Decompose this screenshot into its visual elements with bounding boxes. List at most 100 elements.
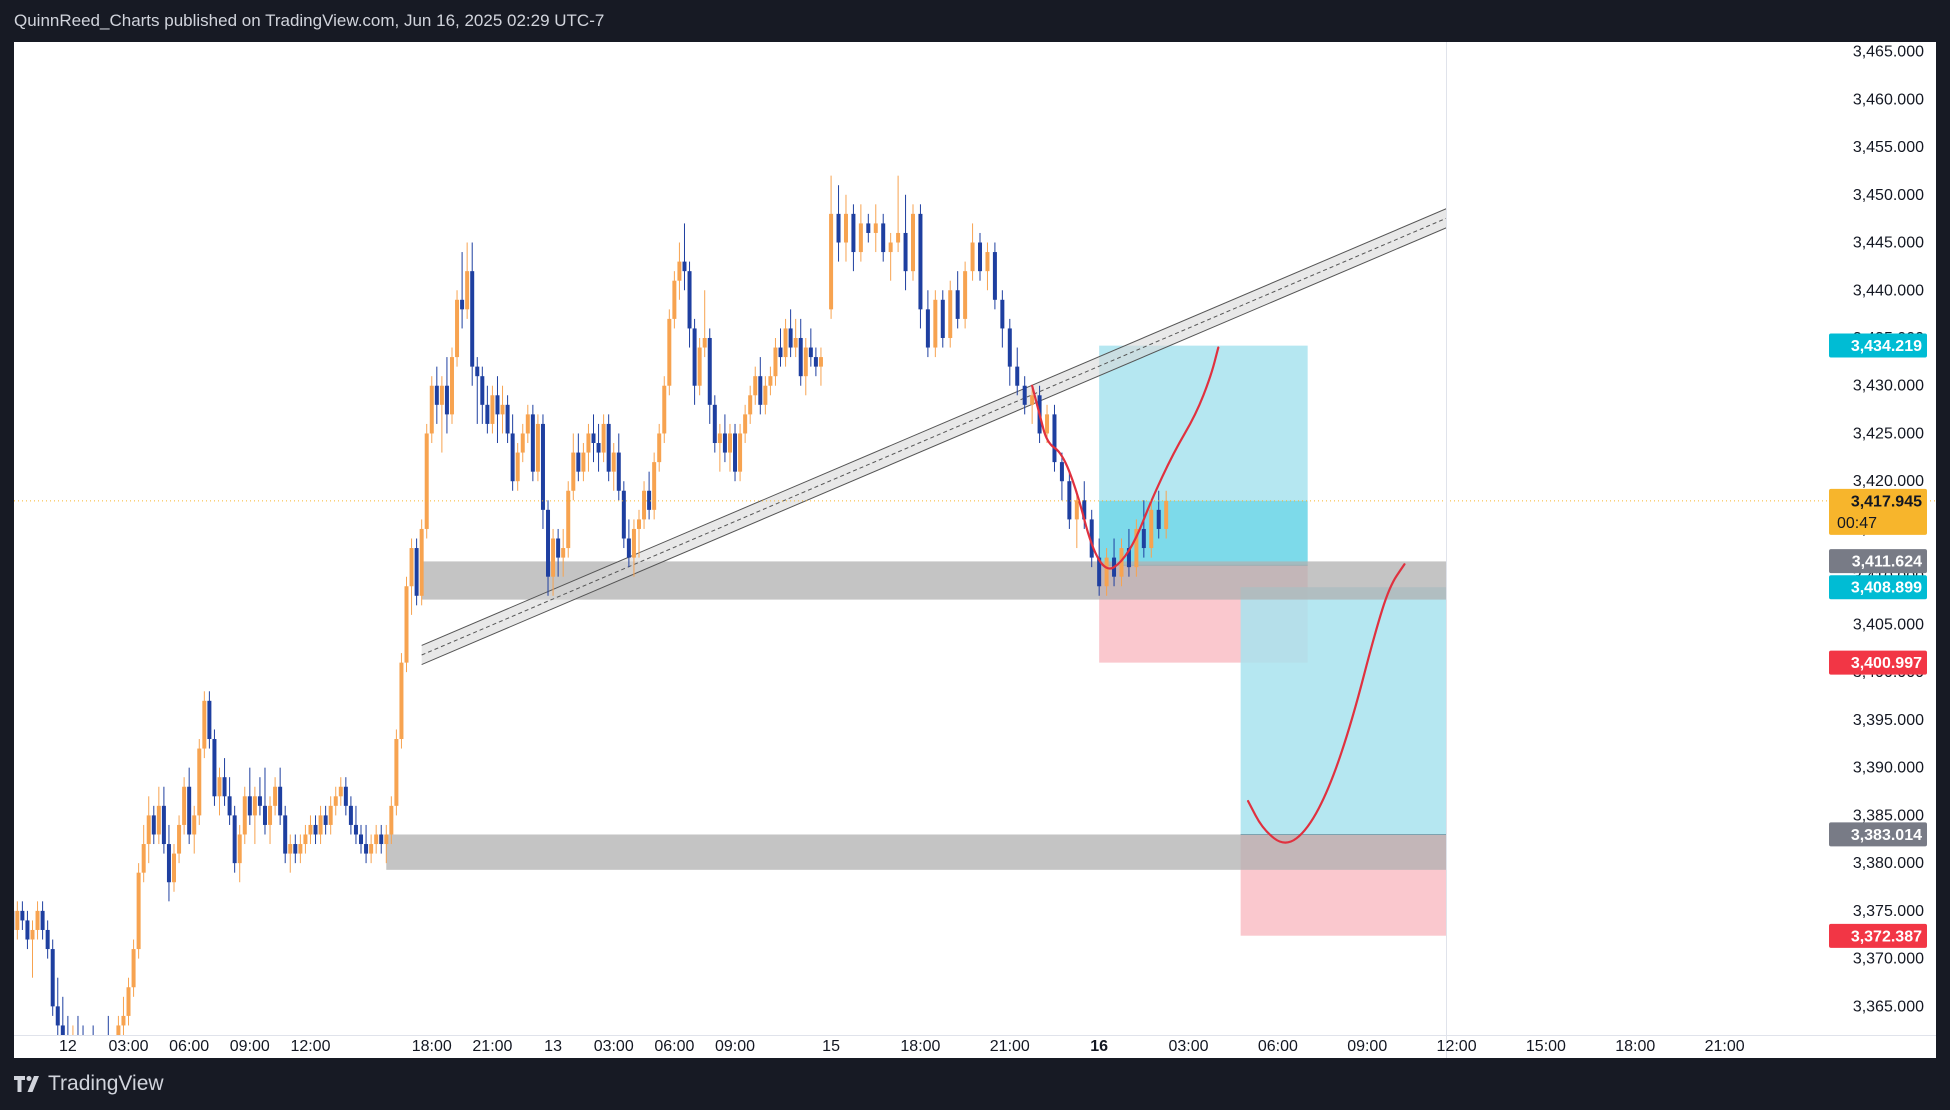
candle-body bbox=[166, 844, 171, 883]
candle bbox=[55, 977, 60, 1035]
candle bbox=[682, 223, 687, 291]
candle-body bbox=[369, 844, 374, 854]
candle bbox=[611, 443, 616, 491]
candle-body bbox=[237, 834, 242, 864]
candle-body bbox=[733, 433, 738, 472]
candle-body bbox=[571, 452, 576, 491]
candle-body bbox=[50, 949, 55, 1007]
candle bbox=[778, 328, 783, 367]
time-tick-label: 09:00 bbox=[1347, 1038, 1387, 1055]
candle bbox=[318, 805, 323, 845]
candle-body bbox=[343, 786, 348, 806]
price-badge-2-bg bbox=[1829, 575, 1927, 600]
candle bbox=[1119, 538, 1124, 587]
candle bbox=[470, 242, 475, 386]
candle-body bbox=[273, 786, 278, 806]
candle-body bbox=[793, 337, 798, 348]
candle-body bbox=[758, 376, 763, 405]
candle bbox=[434, 366, 439, 424]
candle-body bbox=[293, 844, 298, 854]
candle-body bbox=[1067, 481, 1072, 520]
candle bbox=[955, 271, 960, 329]
candle-body bbox=[753, 376, 758, 396]
candle bbox=[232, 805, 237, 873]
time-tick-label: 18:00 bbox=[900, 1038, 940, 1055]
candle bbox=[77, 1015, 79, 1035]
tradingview-logo[interactable]: TradingView bbox=[14, 1072, 164, 1096]
candle bbox=[207, 691, 212, 749]
candle-body bbox=[606, 423, 611, 472]
candle-body bbox=[429, 385, 434, 434]
candle-body bbox=[778, 347, 783, 358]
candle bbox=[793, 318, 798, 358]
candle-body bbox=[940, 299, 945, 338]
price-tick-label: 3,450.000 bbox=[1853, 187, 1924, 204]
candle-body bbox=[1082, 500, 1087, 520]
candle-body bbox=[434, 385, 439, 405]
chart-area[interactable]: 3,465.000 3,460.000 3,455.000 3,450.000 3,44… bbox=[14, 42, 1936, 1058]
candle-body bbox=[136, 872, 141, 950]
candle bbox=[985, 242, 990, 291]
candle bbox=[242, 786, 247, 845]
candle bbox=[768, 366, 773, 396]
candle bbox=[733, 423, 738, 482]
candle-body bbox=[91, 1045, 95, 1055]
candle bbox=[86, 1035, 90, 1058]
price-badge-5-label: 3,372.387 bbox=[1851, 928, 1922, 945]
candle bbox=[576, 433, 581, 482]
candle bbox=[45, 920, 50, 959]
candle bbox=[419, 519, 424, 606]
candle bbox=[257, 777, 262, 816]
candle-body bbox=[187, 786, 192, 835]
position-1-open-pnl bbox=[1099, 500, 1308, 566]
trendline-channel-upper bbox=[421, 208, 1446, 646]
candle-body bbox=[222, 777, 227, 797]
candle bbox=[131, 939, 136, 997]
candle-body bbox=[798, 337, 803, 377]
lower-demand-zone bbox=[386, 834, 1446, 870]
candle bbox=[1141, 500, 1146, 558]
time-tick-label: 09:00 bbox=[230, 1038, 270, 1055]
time-tick-label: 03:00 bbox=[108, 1038, 148, 1055]
candle bbox=[268, 796, 273, 845]
time-tick-label: 21:00 bbox=[990, 1038, 1030, 1055]
candle bbox=[490, 385, 495, 434]
candle bbox=[561, 528, 566, 577]
candle-body bbox=[252, 796, 257, 816]
candle-body bbox=[35, 910, 40, 930]
candle-body bbox=[652, 462, 657, 510]
time-tick-label: 18:00 bbox=[1615, 1038, 1655, 1055]
candle bbox=[712, 395, 717, 453]
price-badge-4-label: 3,383.014 bbox=[1851, 827, 1922, 844]
candle bbox=[1097, 538, 1102, 596]
candle bbox=[460, 252, 465, 329]
candle bbox=[596, 423, 601, 472]
candlestick-chart[interactable]: 3,465.000 3,460.000 3,455.000 3,450.000 3,44… bbox=[14, 42, 1936, 1058]
candle bbox=[520, 423, 525, 463]
candle bbox=[121, 996, 126, 1035]
candle-body bbox=[1059, 462, 1064, 482]
candle-body bbox=[858, 223, 863, 253]
candle bbox=[1007, 318, 1012, 386]
candle-body bbox=[896, 232, 901, 243]
candle-body bbox=[409, 548, 414, 587]
candle-body bbox=[621, 490, 626, 539]
price-badge-3-bg bbox=[1829, 650, 1927, 675]
candle-body bbox=[364, 844, 369, 854]
candle bbox=[616, 433, 621, 501]
candle bbox=[72, 1025, 74, 1035]
candle-body bbox=[86, 1045, 90, 1055]
candle bbox=[652, 452, 657, 520]
candle-body bbox=[439, 385, 444, 405]
candle bbox=[237, 824, 242, 883]
candle bbox=[283, 805, 288, 864]
candle bbox=[485, 385, 490, 434]
candle-body bbox=[192, 815, 197, 835]
candle bbox=[707, 328, 712, 424]
candle bbox=[773, 337, 778, 386]
candle bbox=[763, 376, 768, 415]
current-price-badge-bg bbox=[1829, 488, 1927, 535]
candle bbox=[881, 213, 886, 262]
candle bbox=[323, 805, 328, 835]
candle-body bbox=[727, 433, 732, 453]
